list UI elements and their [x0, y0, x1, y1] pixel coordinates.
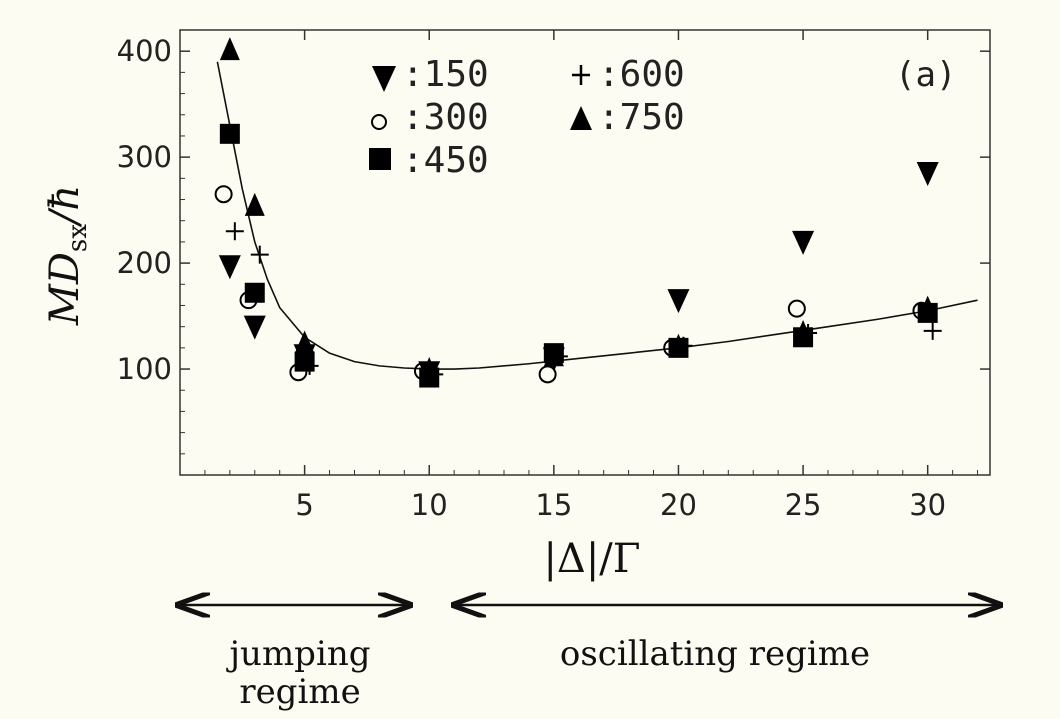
data-point-150 [792, 230, 815, 255]
legend-marker-750 [570, 106, 592, 130]
x-tick-label: 30 [909, 488, 946, 522]
jumping-regime-label-line1: jumping [226, 634, 371, 674]
data-point-750 [294, 330, 315, 354]
x-axis-label: |Δ|/Γ [543, 536, 640, 582]
x-tick-label: 10 [411, 488, 448, 522]
data-point-300 [538, 365, 557, 384]
data-point-450 [219, 123, 240, 144]
data-point-750 [244, 192, 265, 216]
x-tick-label: 20 [660, 488, 697, 522]
fit-curve-layer [216, 61, 978, 370]
x-tick-label: 5 [295, 488, 313, 522]
legend-label-150: :150 [402, 54, 489, 95]
legend-marker-150 [372, 66, 396, 92]
data-point-150 [667, 289, 690, 314]
y-axis-label: MDsx/ħ [42, 185, 93, 326]
data-point-750 [419, 357, 440, 381]
ticks: 5 10 15 20 25 30 100 200 300 400 [117, 29, 990, 522]
data-point-450 [294, 351, 315, 372]
fit-curve [216, 61, 978, 370]
plot-frame [179, 29, 991, 476]
data-point-150 [218, 255, 241, 280]
x-tick-label: 15 [535, 488, 572, 522]
legend-label-750: :750 [598, 97, 685, 138]
legend-label-600: :600 [598, 54, 685, 95]
legend-label-300: :300 [402, 97, 489, 138]
y-tick-label: 100 [117, 352, 172, 386]
y-axis-label-sub: sx [63, 224, 93, 252]
legend-marker-600 [572, 65, 590, 85]
y-tick-label: 300 [117, 140, 172, 174]
jumping-regime-label-line2: regime [239, 672, 360, 712]
legend: :150 :300 :450 :600 :750 [369, 54, 685, 181]
y-axis-label-main: MD [42, 252, 88, 326]
data-point-150 [243, 315, 266, 340]
y-tick-label: 200 [117, 246, 172, 280]
x-tick-label: 25 [785, 488, 822, 522]
data-point-600 [225, 222, 244, 241]
legend-label-450: :450 [402, 140, 489, 181]
panel-label: (a) [895, 55, 956, 95]
y-tick-label: 400 [117, 34, 172, 68]
data-point-600 [250, 245, 269, 264]
markers-layer [214, 37, 942, 388]
y-axis-label-tail: /ħ [42, 185, 88, 228]
data-point-150 [916, 162, 939, 187]
data-point-750 [219, 37, 240, 61]
data-point-600 [923, 321, 942, 340]
data-point-450 [244, 282, 265, 303]
data-point-750 [917, 295, 938, 319]
oscillating-regime-label: oscillating regime [560, 634, 870, 674]
data-point-750 [543, 343, 564, 367]
legend-marker-300 [371, 114, 387, 130]
data-point-300 [787, 299, 806, 318]
data-point-600 [300, 356, 319, 375]
data-point-750 [793, 319, 814, 343]
data-point-300 [214, 185, 233, 204]
legend-marker-450 [369, 148, 391, 170]
data-point-750 [668, 333, 689, 357]
